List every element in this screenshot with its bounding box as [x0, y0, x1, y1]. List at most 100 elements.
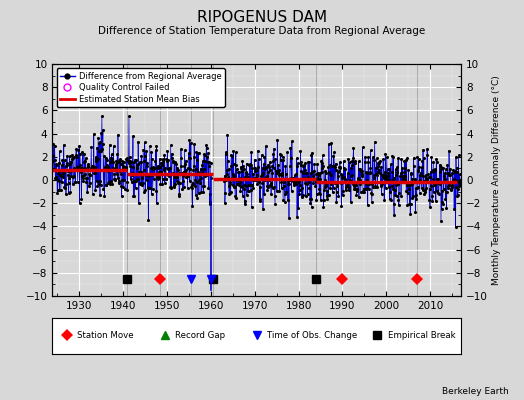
- Point: [206, 190, 214, 197]
- Point: [146, 172, 155, 178]
- Point: [194, 169, 202, 176]
- Point: [195, 177, 203, 184]
- Point: [116, 156, 124, 162]
- Point: [49, 140, 58, 147]
- Point: [395, 189, 403, 196]
- Point: [414, 167, 422, 174]
- Point: [79, 172, 88, 178]
- Point: [325, 168, 333, 175]
- Point: [317, 158, 325, 164]
- Point: [400, 169, 408, 176]
- Point: [144, 217, 152, 223]
- Point: [258, 180, 266, 186]
- Point: [121, 167, 129, 174]
- Point: [71, 167, 79, 173]
- Point: [420, 178, 428, 184]
- Point: [190, 163, 198, 169]
- Point: [272, 176, 280, 182]
- Point: [67, 158, 75, 165]
- Point: [352, 179, 360, 185]
- Point: [324, 192, 332, 198]
- Point: [102, 182, 111, 188]
- Point: [403, 180, 412, 186]
- Point: [84, 161, 92, 168]
- Point: [384, 173, 392, 180]
- Point: [301, 160, 310, 166]
- Point: [387, 161, 395, 168]
- Point: [397, 170, 405, 176]
- Point: [425, 197, 433, 203]
- Point: [358, 173, 366, 179]
- Point: [180, 147, 189, 154]
- Point: [380, 175, 388, 182]
- Point: [247, 204, 256, 210]
- Point: [166, 171, 174, 178]
- Point: [330, 163, 339, 169]
- Point: [236, 178, 244, 185]
- Point: [448, 170, 456, 176]
- Point: [266, 182, 275, 188]
- Point: [393, 169, 401, 175]
- Point: [158, 162, 166, 169]
- Point: [278, 170, 287, 176]
- Point: [392, 193, 401, 199]
- Point: [342, 178, 351, 184]
- Point: [314, 172, 323, 178]
- Point: [421, 189, 429, 196]
- Point: [150, 165, 158, 171]
- Point: [339, 172, 347, 178]
- Point: [135, 181, 144, 187]
- Point: [166, 165, 174, 171]
- Point: [75, 200, 84, 206]
- Point: [248, 177, 257, 184]
- Point: [118, 165, 127, 171]
- Point: [407, 170, 416, 177]
- Point: [386, 179, 394, 185]
- Point: [290, 182, 298, 188]
- Point: [117, 192, 126, 199]
- Point: [422, 176, 431, 183]
- Point: [306, 200, 314, 206]
- Point: [448, 182, 456, 189]
- Text: Time of Obs. Change: Time of Obs. Change: [267, 331, 357, 340]
- Point: [116, 161, 125, 168]
- Point: [405, 201, 413, 208]
- Point: [455, 183, 463, 189]
- Point: [392, 182, 400, 189]
- Point: [298, 194, 306, 200]
- Point: [379, 156, 387, 162]
- Point: [89, 164, 97, 170]
- Point: [148, 172, 157, 179]
- Point: [423, 146, 431, 152]
- Point: [272, 188, 281, 194]
- Point: [425, 186, 434, 192]
- Point: [182, 174, 190, 180]
- Point: [276, 150, 285, 157]
- Point: [97, 113, 106, 119]
- Point: [247, 162, 255, 168]
- Point: [363, 177, 372, 184]
- Point: [412, 192, 420, 198]
- Point: [259, 160, 268, 167]
- Point: [419, 173, 427, 179]
- Text: Difference of Station Temperature Data from Regional Average: Difference of Station Temperature Data f…: [99, 26, 425, 36]
- Point: [409, 155, 418, 161]
- Point: [90, 164, 99, 171]
- Point: [417, 169, 425, 176]
- Point: [325, 171, 334, 178]
- Point: [239, 163, 247, 169]
- Point: [305, 196, 314, 202]
- Point: [193, 150, 202, 156]
- Point: [271, 167, 280, 174]
- Point: [78, 149, 86, 155]
- Point: [50, 167, 58, 173]
- Point: [443, 170, 452, 176]
- Point: [334, 173, 342, 180]
- Point: [369, 184, 377, 191]
- Point: [181, 169, 189, 175]
- Point: [73, 154, 81, 160]
- Point: [374, 160, 382, 166]
- Point: [190, 141, 198, 147]
- Point: [290, 180, 299, 186]
- Point: [99, 127, 107, 133]
